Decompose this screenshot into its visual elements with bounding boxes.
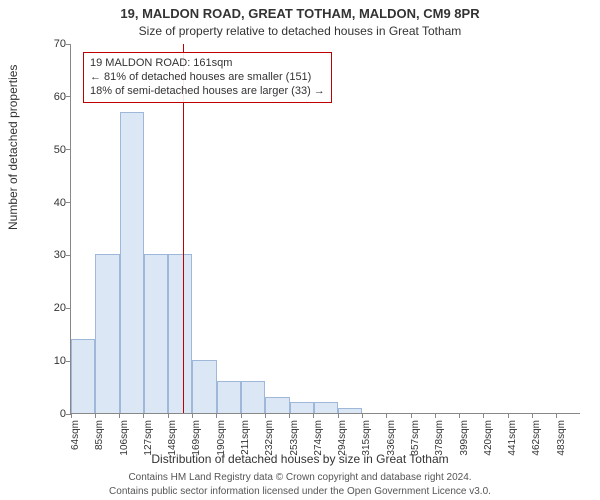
x-tick-mark bbox=[95, 413, 96, 418]
y-tick-label: 20 bbox=[36, 302, 66, 314]
y-tick-mark bbox=[66, 202, 71, 203]
x-tick-mark bbox=[459, 413, 460, 418]
x-tick-mark bbox=[143, 413, 144, 418]
x-tick-label: 357sqm bbox=[410, 420, 421, 470]
x-tick-label: 148sqm bbox=[167, 420, 178, 470]
histogram-bar bbox=[144, 254, 168, 413]
y-tick-mark bbox=[66, 96, 71, 97]
callout-line-3: 18% of semi-detached houses are larger (… bbox=[90, 85, 325, 99]
y-tick-label: 10 bbox=[36, 355, 66, 367]
plot-area: 19 MALDON ROAD: 161sqm ← 81% of detached… bbox=[70, 44, 580, 414]
histogram-bar bbox=[265, 397, 289, 413]
x-tick-mark bbox=[216, 413, 217, 418]
histogram-bar bbox=[192, 360, 216, 413]
x-tick-label: 483sqm bbox=[556, 420, 567, 470]
x-tick-mark bbox=[168, 413, 169, 418]
x-tick-label: 336sqm bbox=[386, 420, 397, 470]
callout-line-1: 19 MALDON ROAD: 161sqm bbox=[90, 57, 325, 71]
x-tick-label: 169sqm bbox=[191, 420, 202, 470]
chart-title-main: 19, MALDON ROAD, GREAT TOTHAM, MALDON, C… bbox=[0, 6, 600, 21]
x-tick-mark bbox=[532, 413, 533, 418]
x-tick-label: 315sqm bbox=[361, 420, 372, 470]
histogram-bar bbox=[168, 254, 192, 413]
histogram-bar bbox=[241, 381, 265, 413]
x-tick-mark bbox=[508, 413, 509, 418]
x-tick-mark bbox=[435, 413, 436, 418]
histogram-bar bbox=[120, 112, 144, 413]
y-tick-mark bbox=[66, 149, 71, 150]
y-tick-mark bbox=[66, 44, 71, 45]
y-tick-label: 30 bbox=[36, 249, 66, 261]
x-tick-label: 294sqm bbox=[337, 420, 348, 470]
callout-box: 19 MALDON ROAD: 161sqm ← 81% of detached… bbox=[83, 52, 332, 103]
x-tick-mark bbox=[411, 413, 412, 418]
x-tick-label: 85sqm bbox=[94, 420, 105, 470]
histogram-bar bbox=[290, 402, 314, 413]
x-tick-label: 441sqm bbox=[507, 420, 518, 470]
histogram-bar bbox=[338, 408, 362, 413]
x-tick-label: 420sqm bbox=[483, 420, 494, 470]
x-tick-label: 399sqm bbox=[459, 420, 470, 470]
x-tick-label: 274sqm bbox=[313, 420, 324, 470]
x-tick-mark bbox=[289, 413, 290, 418]
x-tick-label: 64sqm bbox=[70, 420, 81, 470]
y-tick-label: 40 bbox=[36, 197, 66, 209]
histogram-bar bbox=[217, 381, 241, 413]
x-tick-mark bbox=[362, 413, 363, 418]
x-tick-mark bbox=[241, 413, 242, 418]
y-tick-mark bbox=[66, 255, 71, 256]
histogram-bar bbox=[71, 339, 95, 413]
x-tick-mark bbox=[265, 413, 266, 418]
x-tick-label: 232sqm bbox=[264, 420, 275, 470]
histogram-bar bbox=[314, 402, 338, 413]
footer-line-1: Contains HM Land Registry data © Crown c… bbox=[0, 472, 600, 483]
chart-title-sub: Size of property relative to detached ho… bbox=[0, 24, 600, 38]
footer-line-2: Contains public sector information licen… bbox=[0, 486, 600, 497]
histogram-bar bbox=[95, 254, 119, 413]
x-tick-label: 253sqm bbox=[289, 420, 300, 470]
x-tick-label: 462sqm bbox=[531, 420, 542, 470]
y-tick-label: 50 bbox=[36, 144, 66, 156]
x-tick-mark bbox=[192, 413, 193, 418]
x-tick-mark bbox=[483, 413, 484, 418]
y-tick-label: 60 bbox=[36, 91, 66, 103]
y-tick-mark bbox=[66, 308, 71, 309]
x-tick-mark bbox=[338, 413, 339, 418]
x-tick-label: 378sqm bbox=[434, 420, 445, 470]
x-tick-label: 106sqm bbox=[119, 420, 130, 470]
x-tick-label: 127sqm bbox=[143, 420, 154, 470]
x-tick-mark bbox=[119, 413, 120, 418]
x-tick-mark bbox=[313, 413, 314, 418]
x-tick-mark bbox=[556, 413, 557, 418]
x-tick-mark bbox=[386, 413, 387, 418]
x-tick-mark bbox=[71, 413, 72, 418]
y-tick-label: 70 bbox=[36, 38, 66, 50]
x-tick-label: 211sqm bbox=[240, 420, 251, 470]
callout-line-2: ← 81% of detached houses are smaller (15… bbox=[90, 71, 325, 85]
y-axis-label: Number of detached properties bbox=[6, 65, 20, 230]
y-tick-label: 0 bbox=[36, 408, 66, 420]
x-tick-label: 190sqm bbox=[216, 420, 227, 470]
